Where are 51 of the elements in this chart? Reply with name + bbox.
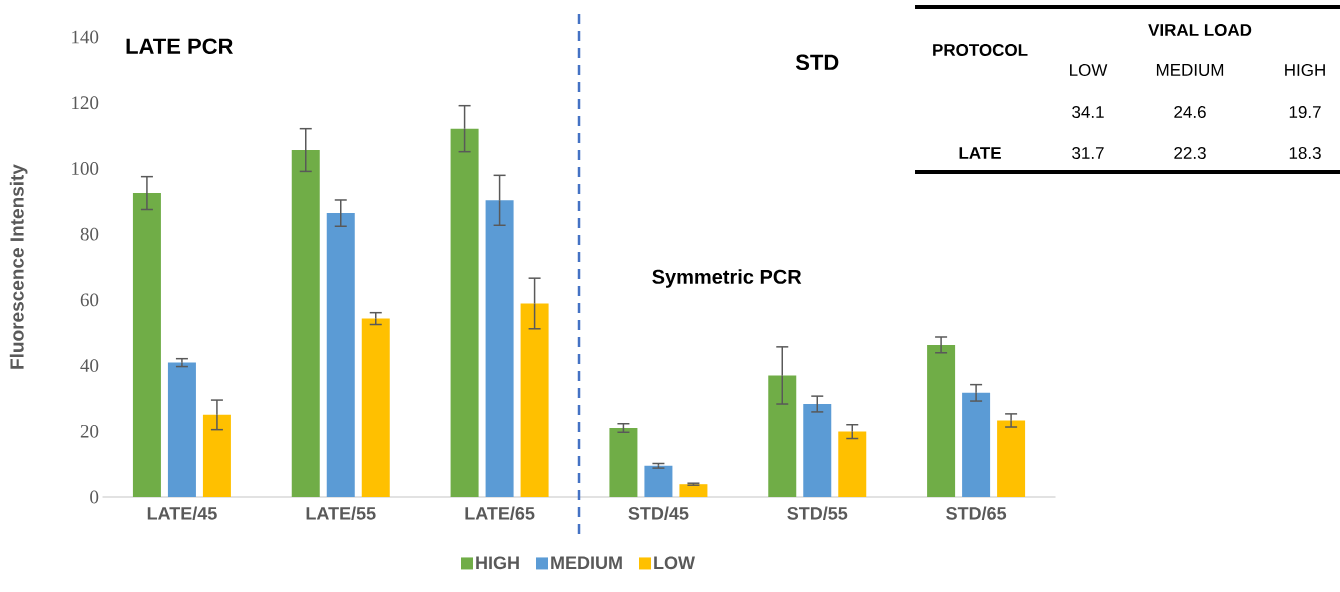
category-label: MEDIUM bbox=[1156, 64, 1224, 76]
data-label: 31.7 bbox=[1072, 146, 1104, 160]
y-tick-label: 20 bbox=[80, 424, 99, 438]
x-tick-label: LATE/55 bbox=[306, 506, 376, 520]
y-tick-label: 60 bbox=[80, 293, 99, 307]
bar bbox=[132, 193, 161, 498]
data-label: 22.3 bbox=[1174, 146, 1206, 160]
y-tick-label: 140 bbox=[72, 30, 99, 44]
text: PROTOCOL bbox=[933, 43, 1028, 57]
category-label: LOW bbox=[1070, 63, 1108, 77]
bar bbox=[609, 428, 638, 498]
legend-label: LOW bbox=[654, 556, 695, 570]
bar bbox=[202, 414, 231, 498]
bar bbox=[679, 484, 708, 498]
bar bbox=[291, 150, 320, 498]
text: LATE bbox=[959, 147, 1001, 159]
bar bbox=[450, 128, 479, 498]
y-tick-label: 80 bbox=[80, 227, 99, 241]
annotation: LATE PCR bbox=[126, 38, 233, 54]
text: VIRAL LOAD bbox=[1148, 23, 1252, 37]
data-label: 18.3 bbox=[1289, 146, 1321, 160]
data-label: 19.7 bbox=[1289, 105, 1321, 119]
bar bbox=[361, 318, 390, 498]
x-tick-label: LATE/65 bbox=[465, 506, 535, 520]
bar bbox=[485, 200, 514, 498]
legend-label: MEDIUM bbox=[551, 556, 622, 570]
y-tick-label: 100 bbox=[72, 162, 99, 175]
bar bbox=[927, 344, 956, 498]
x-tick-label: STD/45 bbox=[628, 506, 689, 520]
y-tick-label: 40 bbox=[80, 359, 99, 372]
data-label: 24.6 bbox=[1174, 105, 1206, 119]
y-axis-title: Fluorescence Intensity bbox=[9, 164, 28, 369]
annotation: Symmetric PCR bbox=[652, 269, 802, 288]
bar bbox=[997, 420, 1026, 498]
x-tick-label: LATE/45 bbox=[147, 506, 217, 520]
bar bbox=[644, 465, 673, 498]
bar bbox=[838, 431, 867, 498]
annotation: STD bbox=[795, 54, 839, 71]
bar bbox=[962, 392, 991, 498]
bar bbox=[326, 213, 355, 498]
x-tick-label: STD/55 bbox=[787, 506, 848, 520]
y-tick-label: 120 bbox=[72, 96, 99, 110]
legend-label: HIGH bbox=[476, 556, 519, 570]
bar bbox=[167, 362, 196, 498]
bar bbox=[768, 375, 797, 498]
x-tick-label: STD/65 bbox=[946, 506, 1007, 520]
bar bbox=[803, 404, 832, 498]
category-label: HIGH bbox=[1285, 63, 1325, 77]
data-label: 34.1 bbox=[1072, 105, 1104, 119]
y-tick-label: 0 bbox=[90, 490, 99, 504]
bar bbox=[520, 303, 549, 498]
